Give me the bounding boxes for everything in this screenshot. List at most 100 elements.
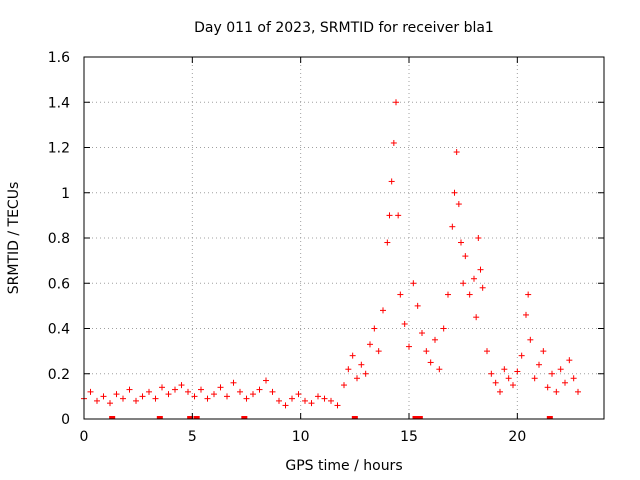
data-point [159,384,165,391]
zero-marker [193,416,200,419]
data-point [458,239,464,246]
data-point [401,320,408,327]
data-point [473,314,480,321]
data-point [237,388,243,395]
data-points [81,99,581,409]
data-point [549,370,555,377]
data-point [527,336,534,343]
data-point [172,386,178,393]
data-point [133,397,139,404]
data-point [321,395,328,402]
data-point [479,284,486,291]
data-point [113,391,120,398]
data-point [497,388,503,395]
data-point [390,139,397,146]
data-point [289,395,295,402]
data-point [488,370,495,377]
y-tick-label: 0.6 [48,276,70,292]
zero-marker [412,416,419,419]
data-point [243,395,250,402]
data-point [395,212,402,219]
data-point [453,149,460,156]
data-point [492,379,499,386]
data-point [185,388,191,395]
data-point [397,291,404,298]
data-point [460,280,467,287]
data-point [406,343,412,350]
data-point [557,366,564,373]
y-tick-label: 1.2 [48,141,70,157]
data-point [388,178,395,185]
data-point [302,397,308,404]
data-point [410,280,417,287]
data-point [427,359,434,366]
data-point [475,235,482,241]
data-point [152,395,159,402]
data-point [466,291,473,298]
data-point [276,397,282,404]
zero-markers [109,416,553,419]
data-point [484,348,490,355]
y-tick-label: 1.6 [48,50,70,66]
data-point [570,375,577,382]
data-point [269,388,276,395]
data-point [380,307,386,314]
data-point [419,330,425,337]
data-point [436,366,443,373]
data-point [455,201,462,208]
data-point [540,348,547,355]
data-point [256,386,263,393]
data-point [362,370,369,377]
data-point [445,291,451,298]
data-point [345,366,352,373]
data-point [217,384,224,391]
data-point [191,393,198,400]
data-point [566,357,573,364]
data-point [204,395,211,402]
data-point [462,253,469,260]
data-point [282,402,289,409]
x-tick-label: 5 [188,429,197,445]
data-point [146,388,152,395]
x-tick-label: 20 [508,429,526,445]
x-tick-label: 15 [400,429,418,445]
data-point [523,311,529,318]
y-tick-label: 0.8 [48,231,70,247]
data-point [334,402,341,409]
x-axis-ticks: 0 5 10 15 20 [80,57,526,445]
data-point [354,375,360,382]
data-point [423,348,430,355]
data-point [536,361,542,368]
zero-marker [109,416,116,419]
data-point [371,325,378,332]
data-point [165,391,172,398]
data-point [375,348,382,355]
data-point [553,388,560,395]
data-point [544,384,551,391]
data-point [358,361,365,368]
data-point [120,395,126,402]
data-point [198,386,204,393]
zero-marker [351,416,358,419]
data-point [178,382,185,389]
data-point [525,291,532,298]
data-point [107,400,113,407]
zero-marker [187,416,194,419]
data-point [308,400,315,407]
y-tick-label: 1 [61,186,70,202]
data-point [295,391,302,398]
y-axis-ticks: 0 0.2 0.4 0.6 0.8 1 1.2 1.4 1.6 [48,50,604,428]
data-point [341,382,347,389]
data-point [250,391,256,398]
data-point [263,377,269,384]
data-point [230,379,237,386]
data-point [384,239,391,246]
data-point [414,302,421,309]
zero-marker [156,416,163,419]
zero-marker [241,416,248,419]
data-point [477,266,484,273]
x-axis-label: GPS time / hours [285,458,402,474]
y-axis-label: SRMTID / TECUs [6,182,22,295]
data-point [575,388,581,395]
